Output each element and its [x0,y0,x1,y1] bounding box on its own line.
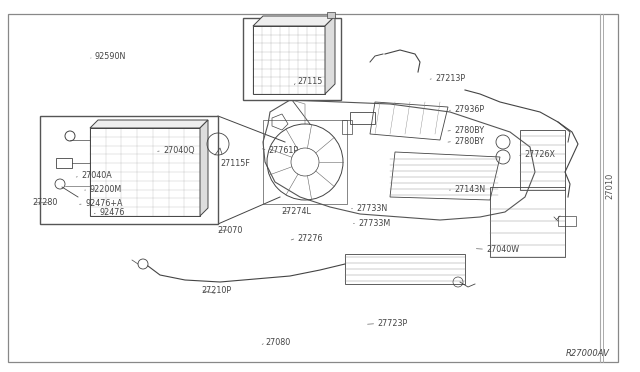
Text: 27274L: 27274L [282,207,312,216]
Text: 27761P: 27761P [269,146,299,155]
Text: 27733M: 27733M [358,219,390,228]
Polygon shape [253,16,335,26]
Text: 92200M: 92200M [90,185,122,194]
Text: 27115F: 27115F [221,159,251,168]
Text: 27723P: 27723P [378,319,408,328]
Polygon shape [200,120,208,216]
Text: 92476: 92476 [99,208,125,217]
Text: 27070: 27070 [218,226,243,235]
Text: 2780BY: 2780BY [454,126,484,135]
Polygon shape [325,16,335,94]
Text: 27936P: 27936P [454,105,484,114]
Text: 27143N: 27143N [454,185,486,194]
Text: 27040A: 27040A [81,171,112,180]
Text: 27115: 27115 [298,77,323,86]
Text: 27010: 27010 [605,173,614,199]
Text: 27040W: 27040W [486,245,520,254]
Text: 27276: 27276 [298,234,323,243]
Text: 27726X: 27726X [525,150,556,159]
Bar [243,18,341,100]
Text: 27280: 27280 [32,198,58,207]
Text: 92476+A: 92476+A [85,199,123,208]
Text: R27000AV: R27000AV [566,349,610,358]
Text: 27733N: 27733N [356,204,388,213]
Bar [558,216,576,226]
Bar [263,120,347,204]
Text: 27080: 27080 [266,338,291,347]
Bar [253,26,325,94]
Text: 27213P: 27213P [435,74,465,83]
Bar [327,12,335,18]
Text: 2780BY: 2780BY [454,137,484,146]
Polygon shape [90,120,208,128]
Bar [520,130,565,190]
Bar [40,116,218,224]
Text: 92590N: 92590N [95,52,126,61]
Text: 27040Q: 27040Q [163,146,195,155]
Bar [90,128,200,216]
Bar [342,120,352,134]
Bar [490,187,565,257]
Text: 27210P: 27210P [202,286,232,295]
